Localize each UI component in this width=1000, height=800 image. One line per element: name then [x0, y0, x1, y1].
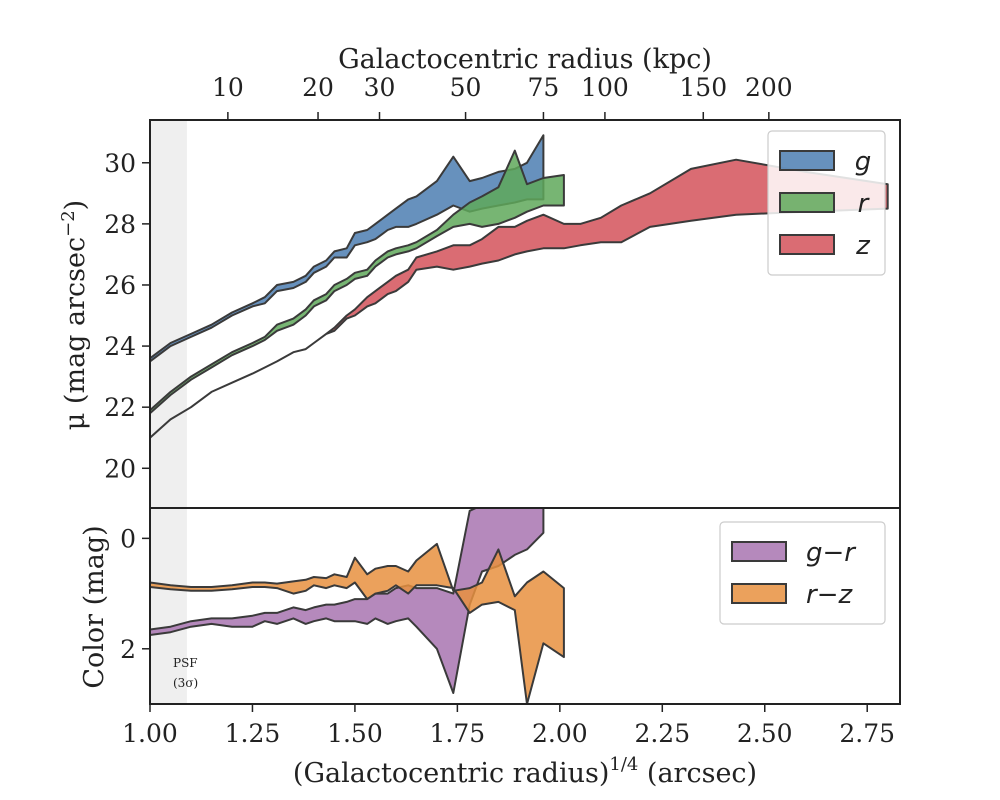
y-tick-label: 20: [104, 454, 136, 483]
series-band-2: [150, 149, 565, 415]
x-axis-label-unit: (arcsec): [638, 758, 757, 789]
y-tick-label: 22: [104, 393, 136, 422]
psf-sigma-label: (3σ): [173, 676, 198, 690]
x-tick-label: 1.25: [225, 719, 281, 748]
x-tick-label: 1.50: [327, 719, 383, 748]
y-tick-label: 30: [104, 149, 136, 178]
x-tick-label: 2.00: [532, 719, 588, 748]
x-tick-label: 2.50: [737, 719, 793, 748]
x-axis-label: (Galactocentric radius)1/4 (arcsec): [293, 754, 757, 789]
legend-swatch: [779, 150, 835, 171]
top-x-tick-label: 150: [679, 73, 727, 102]
panel-frame: [149, 507, 901, 705]
top-x-tick-label: 20: [302, 73, 334, 102]
top-x-tick-label: 75: [528, 73, 560, 102]
top-x-tick-label: 100: [581, 73, 629, 102]
legend-swatch: [731, 583, 787, 604]
y-tick-label: 26: [104, 271, 136, 300]
bottom-panel: 0 2 1.00 1.25 1.50 1.75 2.00 2.25 2.50 2.75: [120, 507, 901, 748]
series-band-1: [150, 134, 545, 363]
top-x-tick-label: 50: [450, 73, 482, 102]
top-panel-ylabel: μ (mag arcsec−2): [58, 200, 91, 430]
top-panel-ylabel-prefix: μ (mag arcsec: [60, 237, 91, 430]
x-tick-label: 2.75: [839, 719, 895, 748]
legend-label: g: [855, 147, 872, 177]
top-legend: grz: [767, 130, 886, 276]
top-x-tick-label: 10: [212, 73, 244, 102]
panel-plot: [150, 508, 565, 704]
psf-band: [150, 508, 187, 704]
y-tick-label: 0: [120, 524, 136, 553]
bottom-panel-ylabel: Color (mag): [79, 525, 110, 688]
psf-band: [150, 120, 187, 508]
legend-label: r: [858, 189, 871, 219]
top-x-tick-label: 200: [745, 73, 793, 102]
legend-label: r−z: [806, 580, 853, 610]
x-tick-label: 1.00: [122, 719, 178, 748]
x-axis-label-main: (Galactocentric radius): [293, 758, 609, 789]
legend-swatch: [779, 192, 835, 213]
series-band-2: [150, 542, 565, 704]
y-tick-label: 24: [104, 332, 136, 361]
x-tick-label: 1.75: [430, 719, 486, 748]
top-x-tick-label: 30: [364, 73, 396, 102]
legend-swatch: [731, 541, 787, 562]
psf-label: PSF: [173, 656, 198, 670]
legend-label: z: [855, 231, 871, 261]
top-panel-ylabel-suffix: ): [60, 200, 91, 211]
legend-swatch: [779, 234, 835, 255]
y-tick-label: 2: [120, 635, 136, 664]
top-axis-title: Galactocentric radius (kpc): [338, 44, 712, 75]
x-tick-label: 2.25: [634, 719, 690, 748]
bottom-legend: g−r r−z: [719, 521, 886, 625]
legend-frame: [719, 521, 886, 625]
top-panel-ylabel-exponent: −2: [58, 210, 79, 237]
series-band-1: [150, 508, 545, 694]
x-axis-label-exponent: 1/4: [609, 754, 638, 775]
y-tick-label: 28: [104, 210, 136, 239]
legend-label: g−r: [806, 538, 857, 568]
